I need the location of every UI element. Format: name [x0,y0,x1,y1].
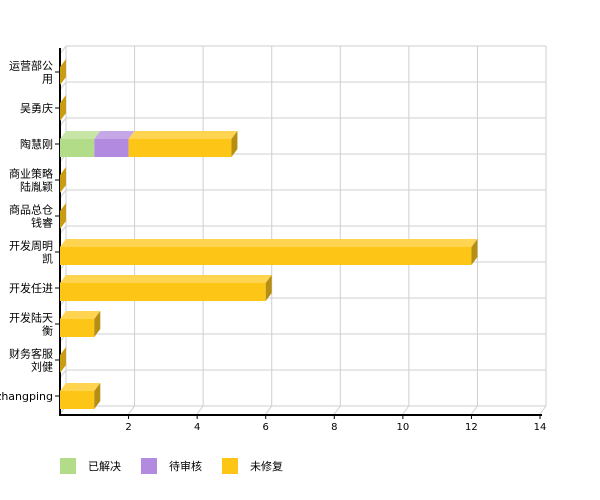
grid [59,45,547,415]
grid-line-floor [539,405,547,415]
x-tick-label: 10 [396,422,409,433]
y-tick-label: 陶慧刚 [20,137,53,151]
x-tick-label: 14 [534,422,547,433]
bar-side [94,311,101,337]
bar-side [60,347,66,373]
grid-line-floor [402,405,410,415]
bar-segment [60,311,101,337]
legend: 已解决 待审核 未修复 [60,458,303,474]
bar-side [60,59,66,85]
legend-label-resolved: 已解决 [88,460,121,473]
grid-line-floor [265,405,273,415]
bar-segment [60,275,272,301]
x-tick-label: 8 [331,422,337,433]
bar-side [471,239,478,265]
bar-segment [128,131,238,157]
legend-label-unfixed: 未修复 [250,460,283,473]
bar-segment [60,131,101,157]
grid-line-floor [471,405,478,415]
y-tick-label: 吴勇庆 [20,101,53,115]
legend-item-unfixed[interactable]: 未修复 [222,458,283,474]
y-tick-label: 商品总仓钱睿 [9,203,53,230]
y-tick-label: 财务客服刘健 [9,347,53,374]
x-tick-label: 4 [194,422,200,433]
legend-item-resolved[interactable]: 已解决 [60,458,121,474]
legend-item-pending[interactable]: 待审核 [141,458,202,474]
bars [60,59,478,409]
grid-line-floor [128,405,135,415]
grid-line-floor [196,405,204,415]
labels: 2 4 6 8 10 12 14 运营部公用吴勇庆陶慧刚商业策略陆胤颖商品总仓钱睿开发周明凯开… [0,59,546,434]
x-tick-label: 6 [263,422,269,433]
legend-label-pending: 待审核 [169,460,202,473]
legend-swatch-resolved [60,458,76,474]
bar-segment [60,239,478,265]
bar-side [60,95,66,121]
bar-side [60,167,66,193]
bar-side [265,275,272,301]
bar-side [231,131,238,157]
y-tick-label: zhangping [0,390,53,403]
x-tick-label: 12 [465,422,478,433]
x-tick-label: 2 [125,422,131,433]
y-tick-label: 开发任进 [9,281,53,295]
legend-swatch-unfixed [222,458,238,474]
bar-segment [94,131,135,157]
y-tick-label: 开发陆天衡 [9,311,53,338]
y-tick-label: 商业策略陆胤颖 [9,167,53,194]
legend-swatch-pending [141,458,157,474]
y-tick-label: 运营部公用 [9,59,53,86]
axes [55,48,542,419]
bar-side [60,203,66,229]
bar-side [94,383,101,409]
y-tick-label: 开发周明凯 [9,239,53,266]
grid-line-floor [333,405,341,415]
bar-segment [60,383,101,409]
